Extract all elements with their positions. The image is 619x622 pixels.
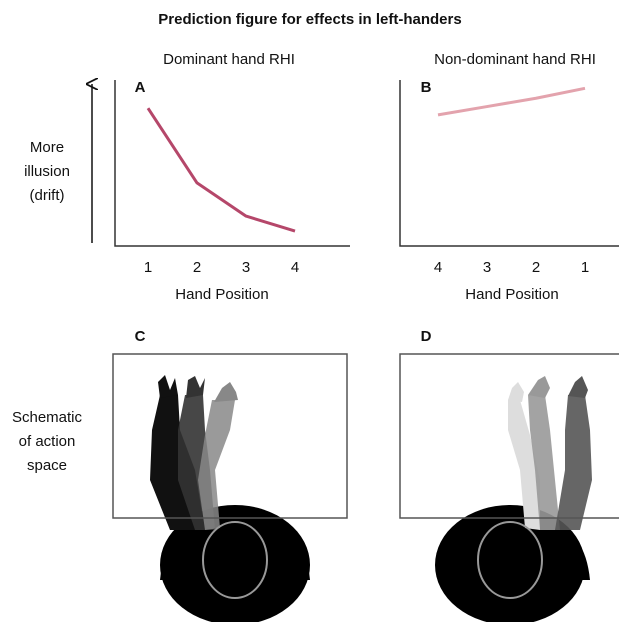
panel-title: Non-dominant hand RHI	[434, 51, 596, 68]
x-tick-label: 2	[532, 259, 540, 276]
panel-letter: C	[135, 328, 146, 345]
x-axis-label: Hand Position	[175, 286, 268, 303]
x-axis-label: Hand Position	[465, 286, 558, 303]
schematic-label: of action	[19, 433, 76, 450]
data-line	[438, 88, 585, 115]
panel-letter: D	[421, 328, 432, 345]
figure: Prediction figure for effects in left-ha…	[0, 0, 619, 622]
x-tick-label: 2	[193, 259, 201, 276]
schematic-d	[400, 354, 619, 622]
x-tick-label: 3	[483, 259, 491, 276]
x-tick-label: 1	[581, 259, 589, 276]
x-tick-label: 4	[434, 259, 442, 276]
y-label: (drift)	[30, 187, 65, 204]
y-label: illusion	[24, 163, 70, 180]
figure-title: Prediction figure for effects in left-ha…	[158, 11, 461, 28]
x-tick-label: 3	[242, 259, 250, 276]
axis	[400, 80, 619, 246]
x-tick-label: 4	[291, 259, 299, 276]
panel-letter: B	[421, 79, 432, 96]
y-label: More	[30, 139, 64, 156]
schematic-c	[113, 354, 347, 622]
data-line	[148, 108, 295, 231]
schematic-label: Schematic	[12, 409, 83, 426]
x-tick-label: 1	[144, 259, 152, 276]
panel-title: Dominant hand RHI	[163, 51, 295, 68]
schematic-label: space	[27, 457, 67, 474]
axis	[115, 80, 350, 246]
panel-letter: A	[135, 79, 146, 96]
